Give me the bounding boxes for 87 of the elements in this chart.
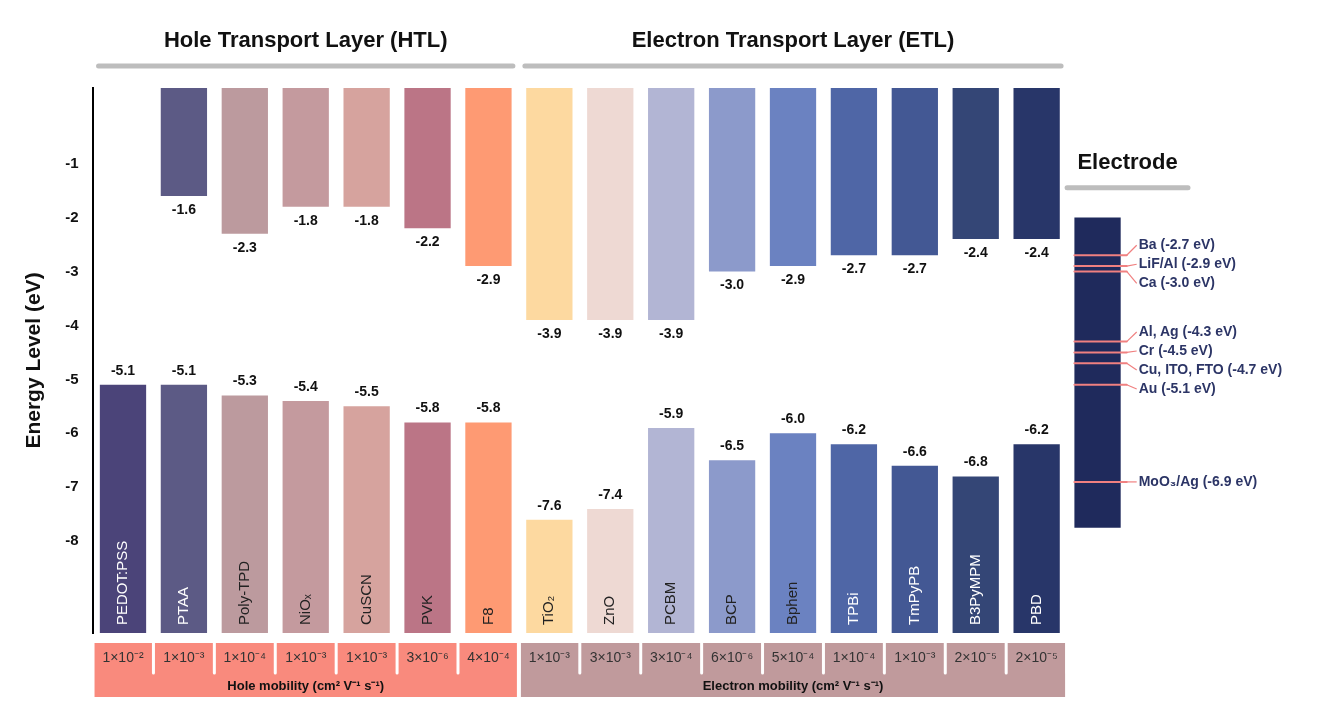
data-label: -5.1 [171, 361, 197, 378]
data-label: -5.8 [415, 399, 440, 416]
data-label: -2.4 [1024, 243, 1049, 260]
data-label: -3.9 [659, 324, 684, 341]
text: 1×10⁻³ [346, 648, 388, 665]
data-label: -6.2 [1024, 421, 1049, 437]
data-label: -2.3 [232, 238, 258, 255]
y-axis-title: Energy Level (eV) [21, 272, 45, 449]
data-label: -6.5 [720, 437, 745, 454]
text: 1×10⁻² [102, 648, 144, 665]
data-label: -5.8 [476, 399, 501, 416]
data-label: -5.5 [354, 383, 379, 400]
text: 3×10⁻⁶ [406, 648, 449, 665]
x-tick-label: CuSCN [356, 574, 374, 625]
text: Hole Transport Layer (HTL) [163, 27, 448, 53]
ref-line-label: Ca (-3.0 eV) [1138, 274, 1215, 291]
text: 4×10⁻⁴ [467, 648, 510, 665]
data-label: -6.6 [902, 442, 928, 459]
data-label: -2.7 [841, 260, 867, 277]
data-label: -1.6 [171, 200, 197, 217]
text: 2×10⁻⁵ [954, 648, 997, 665]
data-label: -7.4 [598, 485, 623, 502]
data-label: -6.8 [963, 453, 988, 470]
ref-line-label: Cr (-4.5 eV) [1138, 341, 1213, 358]
data-label: -2.2 [415, 233, 440, 250]
ref-line-label: Al, Ag (-4.3 eV) [1138, 322, 1237, 339]
text: 1×10⁻⁴ [832, 648, 876, 665]
data-label: -5.9 [659, 404, 684, 421]
text: 3×10⁻³ [589, 648, 632, 665]
ref-line-label: Au (-5.1 eV) [1138, 379, 1216, 396]
x-tick-label: TmPyPB [904, 565, 922, 625]
x-tick-label: B3PyMPM [965, 554, 983, 625]
bar [99, 384, 147, 633]
data-label: -3.9 [537, 324, 562, 341]
x-tick-label: TPBi [844, 592, 862, 625]
text: 1×10⁻³ [285, 648, 327, 665]
text: 3×10⁻⁴ [649, 648, 693, 665]
text: 5×10⁻⁴ [771, 648, 815, 665]
x-tick-label: TiO₂ [539, 595, 557, 625]
data-label: -5.3 [232, 372, 258, 389]
text: 1×10⁻⁴ [223, 648, 267, 665]
annotation: Electrode [1077, 148, 1178, 174]
text: Electron mobility (cm² V⁻¹ s⁻¹) [702, 677, 884, 693]
ref-line-label: Ba (-2.7 eV) [1138, 236, 1215, 253]
y-tick-label: -2 [65, 207, 79, 225]
text: 1×10⁻³ [163, 648, 205, 665]
text: Electron Transport Layer (ETL) [631, 27, 955, 53]
data-label: -2.7 [902, 260, 928, 277]
data-label: -1.8 [293, 211, 318, 228]
bar [1074, 217, 1121, 528]
x-tick-label: F8 [478, 607, 496, 625]
x-tick-label: PCBM [661, 581, 679, 625]
x-tick-label: PTAA [174, 586, 192, 625]
data-label: -5.1 [110, 361, 136, 378]
x-tick-label: NiOₓ [295, 594, 313, 625]
text: 1×10⁻³ [894, 648, 936, 665]
x-tick-label: Bphen [783, 581, 801, 625]
y-tick-label: -7 [65, 477, 79, 495]
data-label: -2.9 [476, 270, 501, 287]
x-tick-label: PBD [1026, 593, 1044, 625]
x-tick-label: BCP [722, 594, 740, 625]
ref-line-label: MoO₃/Ag (-6.9 eV) [1138, 472, 1258, 489]
data-label: -3.9 [598, 324, 623, 341]
ref-line-label: Cu, ITO, FTO (-4.7 eV) [1138, 360, 1283, 377]
ref-line-label: LiF/Al (-2.9 eV) [1138, 255, 1236, 272]
y-tick-label: -5 [65, 369, 79, 387]
text: Hole mobility (cm² V⁻¹ s⁻¹) [227, 677, 385, 693]
data-label: -6.2 [841, 421, 867, 437]
x-tick-label: Poly-TPD [234, 560, 252, 625]
text: 1×10⁻³ [528, 648, 571, 665]
x-tick-label: PVK [417, 594, 435, 625]
data-label: -5.4 [293, 377, 318, 394]
text: 2×10⁻⁵ [1015, 648, 1058, 665]
y-tick-label: -6 [65, 423, 79, 441]
data-label: -6.0 [780, 410, 806, 427]
data-label: -2.4 [963, 243, 988, 260]
y-tick-label: -4 [65, 315, 80, 333]
data-label: -2.9 [780, 270, 806, 287]
data-label: -7.6 [537, 496, 562, 513]
x-tick-label: PEDOT:PSS [113, 540, 131, 625]
y-tick-label: -3 [65, 261, 79, 279]
data-label: -1.8 [354, 211, 379, 228]
y-tick-label: -1 [65, 153, 79, 171]
x-tick-label: ZnO [600, 595, 618, 625]
text: 6×10⁻⁶ [710, 648, 754, 665]
data-label: -3.0 [720, 276, 745, 293]
y-tick-label: -8 [65, 531, 79, 549]
